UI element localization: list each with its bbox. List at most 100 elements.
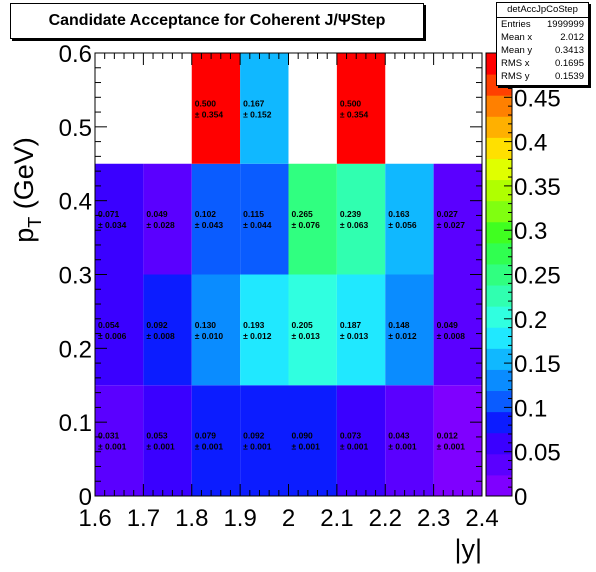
cell-error-label: ± 0.001 xyxy=(243,442,272,452)
palette-band xyxy=(486,285,512,307)
palette-band xyxy=(486,200,512,223)
heatmap-cell xyxy=(288,385,337,496)
cell-value-label: 0.049 xyxy=(437,320,459,330)
cell-error-label: ± 0.001 xyxy=(292,442,321,452)
cell-value-label: 0.167 xyxy=(243,98,265,108)
stats-box: detAccJpCoStep Entries 1999999 Mean x 2.01… xyxy=(496,2,589,86)
cell-value-label: 0.187 xyxy=(340,320,362,330)
stats-label: RMS x xyxy=(501,58,530,69)
stats-value: 0.1539 xyxy=(554,71,584,82)
cell-error-label: ± 0.001 xyxy=(195,442,224,452)
heatmap-cell xyxy=(385,274,434,386)
x-axis-label: |y| xyxy=(454,534,482,564)
palette-band xyxy=(486,369,512,392)
y-tick-label: 0.5 xyxy=(59,115,92,142)
heatmap-cell xyxy=(433,163,482,275)
cell-value-label: 0.102 xyxy=(195,209,217,219)
cell-error-label: ± 0.008 xyxy=(146,331,175,341)
cell-value-label: 0.012 xyxy=(437,431,459,441)
z-tick-label: 0.35 xyxy=(514,174,561,201)
heatmap-cell xyxy=(336,163,386,275)
z-tick-label: 0.05 xyxy=(514,440,561,467)
cell-value-label: 0.092 xyxy=(146,320,168,330)
y-tick-label: 0 xyxy=(79,484,92,511)
heatmap-cell xyxy=(288,163,337,275)
heatmap-cell xyxy=(191,53,241,164)
z-tick-label: 0.25 xyxy=(514,263,561,290)
cell-error-label: ± 0.013 xyxy=(292,331,321,341)
cell-error-label: ± 0.028 xyxy=(146,220,175,230)
cell-value-label: 0.027 xyxy=(437,209,459,219)
stats-value: 0.3413 xyxy=(554,45,584,56)
cell-value-label: 0.031 xyxy=(98,431,120,441)
cell-error-label: ± 0.354 xyxy=(195,109,224,119)
palette-band xyxy=(486,95,512,117)
cell-value-label: 0.130 xyxy=(195,320,217,330)
cell-value-label: 0.049 xyxy=(146,209,168,219)
cell-error-label: ± 0.034 xyxy=(98,220,127,230)
x-tick-label: 1.6 xyxy=(78,505,111,532)
cell-error-label: ± 0.354 xyxy=(340,109,369,119)
heatmap-cell xyxy=(95,274,144,386)
stats-value: 1999999 xyxy=(547,19,584,30)
z-tick-label: 0.3 xyxy=(514,218,547,245)
x-tick-label: 2.1 xyxy=(320,505,353,532)
z-tick-label: 0.2 xyxy=(514,307,547,334)
palette-band xyxy=(486,327,512,349)
cell-error-label: ± 0.056 xyxy=(388,220,417,230)
palette-band xyxy=(486,158,512,181)
cell-value-label: 0.500 xyxy=(340,98,362,108)
cell-value-label: 0.239 xyxy=(340,209,362,219)
heatmap-cell xyxy=(143,274,192,386)
cell-error-label: ± 0.008 xyxy=(437,331,466,341)
axis-ticks: 1.6 1.7 1.8 1.9 2 2.1 2.2 2.3 2.400.10.20.30.40.… xyxy=(59,41,499,532)
cell-value-label: 0.500 xyxy=(195,98,217,108)
palette-band xyxy=(486,411,512,434)
z-tick-label: 0.15 xyxy=(514,351,561,378)
cell-error-label: ± 0.076 xyxy=(292,220,321,230)
stats-row: RMS x 0.1695 xyxy=(497,57,588,70)
heatmap-cell xyxy=(95,385,144,496)
y-tick-label: 0.3 xyxy=(59,263,92,290)
chart-title: Candidate Acceptance for Coherent J/ΨSte… xyxy=(10,3,424,39)
palette-band xyxy=(486,137,512,159)
heatmap-cell xyxy=(336,385,386,496)
stats-label: Mean y xyxy=(501,45,533,56)
heatmap-cell xyxy=(143,385,192,496)
heatmap-cell xyxy=(336,53,386,164)
cell-error-label: ± 0.010 xyxy=(195,331,224,341)
cell-error-label: ± 0.012 xyxy=(243,331,272,341)
stats-label: Entries xyxy=(501,19,531,30)
heatmap-cell xyxy=(240,385,289,496)
palette-band xyxy=(486,390,512,413)
cell-value-label: 0.193 xyxy=(243,320,265,330)
stats-row: Mean y 0.3413 xyxy=(497,44,588,57)
palette-band xyxy=(486,116,512,138)
stats-row: Entries 1999999 xyxy=(497,18,588,31)
z-tick-label: 0 xyxy=(514,484,527,511)
x-tick-label: 1.8 xyxy=(175,505,208,532)
z-tick-label: 0.45 xyxy=(514,85,561,112)
stats-histogram-name: detAccJpCoStep xyxy=(497,3,588,18)
cell-value-label: 0.092 xyxy=(243,431,265,441)
cell-value-label: 0.090 xyxy=(292,431,314,441)
cell-value-label: 0.071 xyxy=(98,209,120,219)
cell-value-label: 0.073 xyxy=(340,431,362,441)
y-axis-label-sub: T xyxy=(25,217,45,228)
stats-row: RMS y 0.1539 xyxy=(497,70,588,83)
heatmap-cell xyxy=(240,53,289,164)
cell-error-label: ± 0.043 xyxy=(195,220,224,230)
palette-band xyxy=(486,179,512,202)
heatmap-cell xyxy=(240,274,289,386)
cell-value-label: 0.163 xyxy=(388,209,410,219)
x-tick-label: 2.4 xyxy=(465,505,498,532)
cell-value-label: 0.115 xyxy=(243,209,264,219)
heatmap-cells xyxy=(95,53,482,496)
cell-error-label: ± 0.012 xyxy=(388,331,417,341)
y-tick-label: 0.6 xyxy=(59,41,92,68)
palette-band xyxy=(486,242,512,265)
cell-value-label: 0.148 xyxy=(388,320,410,330)
palette-band xyxy=(486,474,512,497)
heatmap-cell xyxy=(191,385,241,496)
cell-value-label: 0.053 xyxy=(146,431,168,441)
